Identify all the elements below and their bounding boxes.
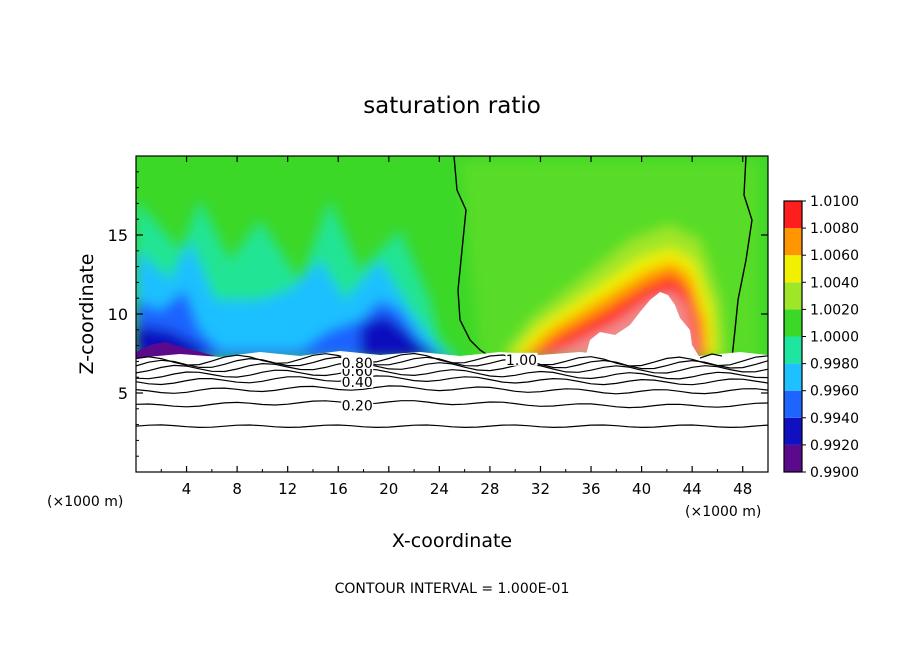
x-tick-label: 16 [329,480,348,498]
contour-label: 0.20 [342,399,373,415]
x-unit-note-right: (×1000 m) [685,504,761,520]
y-tick-label: 15 [108,226,128,245]
x-axis-ticks: 4 8 12 16 20 24 28 32 36 40 44 48 [160,156,752,498]
contour-interval-footer: CONTOUR INTERVAL = 1.000E-01 [335,581,570,597]
colorbar-label: 1.0080 [810,221,859,237]
contour-label-bg [341,374,374,388]
contour-label-bg [341,355,374,369]
colorbar-label: 1.0060 [810,248,859,264]
saturation-field [136,156,768,358]
colorbar-label: 0.9900 [810,465,859,481]
contour-line [136,368,768,380]
contour-label: 0.40 [342,375,373,391]
y-axis-ticks: 5 10 15 [108,171,768,457]
y-tick-label: 5 [118,384,128,403]
contour-labels: 0.200.400.600.80 1.00 [341,352,538,415]
colorbar-label: 1.0000 [810,330,859,346]
contour-line [136,375,768,386]
x-tick-label: 28 [480,480,499,498]
y-axis-label: Z-coordinate [76,254,98,375]
contour-line [136,385,768,395]
contour-label: 0.80 [342,356,373,372]
x-tick-label: 4 [182,480,192,498]
colorbar: 0.9900 0.9920 0.9940 0.9960 0.9980 1.0000 1.00… [783,194,859,481]
x-tick-label: 48 [733,480,752,498]
colorbar-segment [784,201,802,229]
colorbar-label: 0.9980 [810,357,859,373]
contour-line [136,361,768,374]
colorbar-segment [784,282,802,310]
contour-lines [136,352,768,429]
x-tick-label: 12 [278,480,297,498]
colorbar-segment [784,390,802,418]
colorbar-label: 1.0020 [810,302,859,318]
x-tick-label: 24 [430,480,449,498]
colorbar-label: 0.9960 [810,384,859,400]
colorbar-segment [784,255,802,283]
x-tick-label: 44 [683,480,702,498]
contour-label: 1.00 [506,353,537,369]
y-tick-label: 10 [108,305,128,324]
plot-area [136,156,768,472]
contour-line [136,400,768,409]
colorbar-label: 0.9920 [810,438,859,454]
contour-label-bg [505,352,538,366]
colorbar-segment [784,309,802,337]
colorbar-segment [784,228,802,256]
x-axis-label: X-coordinate [392,530,512,552]
colorbar-label: 0.9940 [810,411,859,427]
x-tick-label: 40 [632,480,651,498]
colorbar-segment [784,417,802,445]
x-unit-note-left: (×1000 m) [47,494,123,510]
contour-line [136,352,768,367]
x-tick-label: 8 [232,480,242,498]
colorbar-label: 1.0040 [810,275,859,291]
x-tick-label: 36 [581,480,600,498]
contour-label-bg [341,398,374,412]
colorbar-segment [784,363,802,391]
contour-line [136,424,768,429]
chart-title: saturation ratio [363,93,541,119]
colorbar-segment [784,336,802,364]
x-tick-label: 20 [379,480,398,498]
x-tick-label: 32 [531,480,550,498]
colorbar-label: 1.0100 [810,194,859,210]
colorbar-segment [784,444,802,472]
